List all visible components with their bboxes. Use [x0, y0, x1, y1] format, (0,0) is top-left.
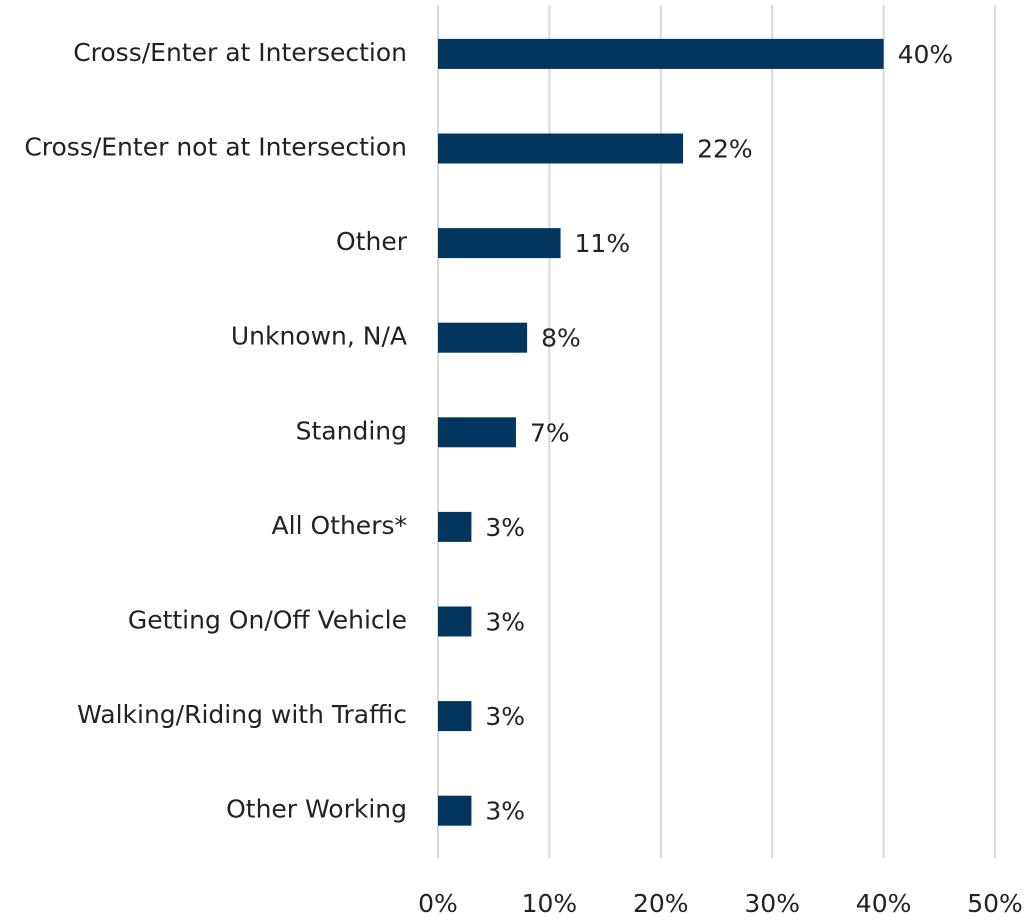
data-label: 8%	[541, 324, 581, 353]
bar	[438, 133, 684, 164]
data-label: 3%	[485, 608, 525, 637]
y-tick-label: Walking/Riding with Traffic	[77, 700, 407, 729]
data-label: 40%	[898, 40, 954, 69]
y-tick-label: Other	[336, 227, 408, 256]
y-tick-label: Other Working	[226, 795, 407, 824]
x-tick-label: 30%	[744, 889, 800, 918]
bar	[438, 38, 884, 69]
data-label: 7%	[530, 418, 570, 447]
data-label: 3%	[485, 797, 525, 826]
data-label: 22%	[697, 135, 753, 164]
bar	[438, 606, 472, 637]
y-tick-label: Cross/Enter not at Intersection	[24, 133, 407, 162]
y-tick-label: Standing	[296, 416, 407, 445]
y-tick-label: Getting On/Off Vehicle	[128, 606, 407, 635]
bar	[438, 701, 472, 732]
x-tick-label: 10%	[522, 889, 578, 918]
x-tick-label: 0%	[418, 889, 458, 918]
y-tick-label: Unknown, N/A	[231, 322, 407, 351]
x-tick-label: 40%	[856, 889, 912, 918]
bar	[438, 228, 561, 259]
y-tick-label: Cross/Enter at Intersection	[73, 38, 407, 67]
bar	[438, 511, 472, 542]
bar	[438, 795, 472, 826]
x-tick-label: 50%	[967, 889, 1023, 918]
bar	[438, 417, 516, 448]
data-label: 3%	[485, 513, 525, 542]
x-tick-label: 20%	[633, 889, 689, 918]
y-tick-label: All Others*	[272, 511, 407, 540]
data-label: 3%	[485, 702, 525, 731]
bar	[438, 322, 528, 353]
data-label: 11%	[575, 229, 631, 258]
